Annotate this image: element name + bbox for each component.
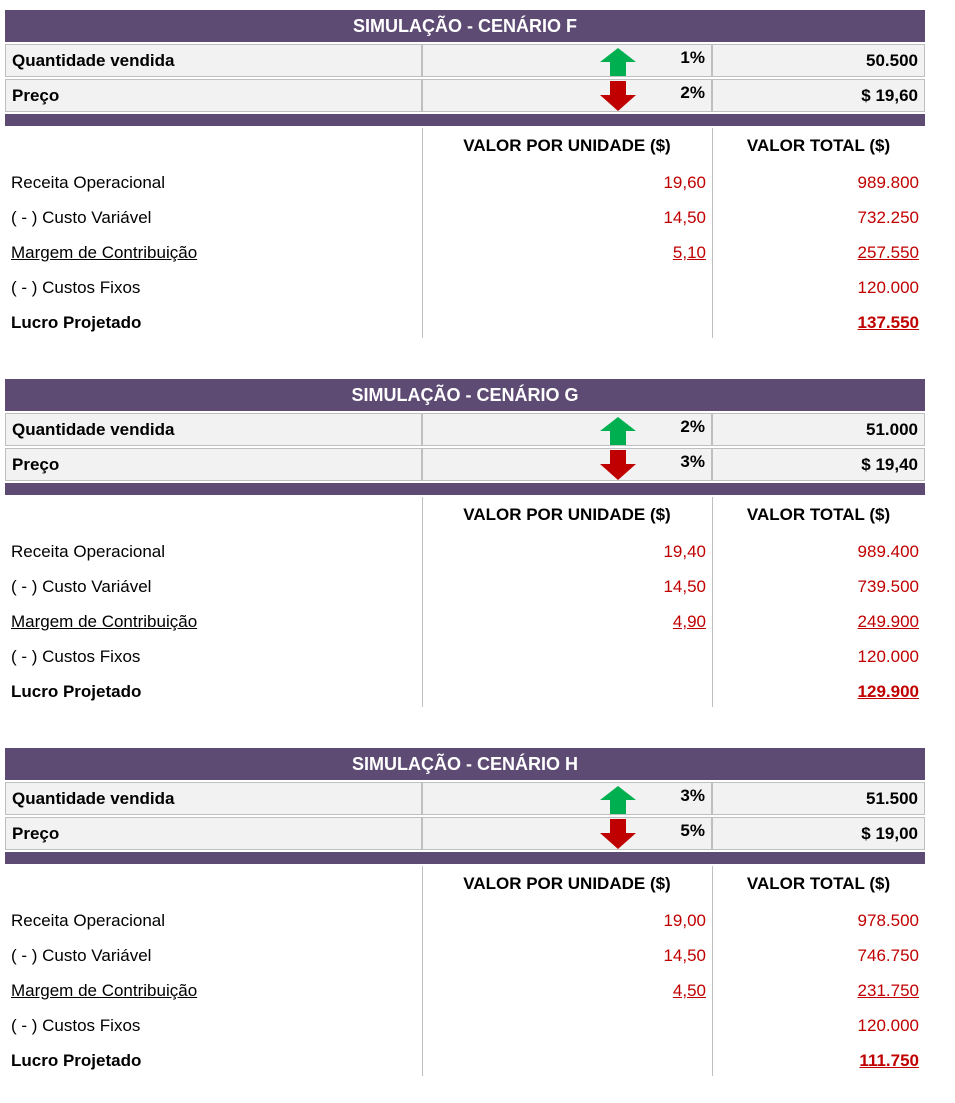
- unit-value: 19,60: [663, 173, 706, 192]
- input-change-cell: 3%: [422, 782, 712, 815]
- input-change: 2%: [680, 83, 705, 102]
- input-value: $ 19,40: [712, 448, 925, 481]
- change-arrow: [600, 81, 636, 111]
- column-divider: [422, 128, 423, 338]
- input-change-cell: 2%: [422, 413, 712, 446]
- unit-value: 19,40: [663, 542, 706, 561]
- line-label: Lucro Projetado: [11, 682, 142, 701]
- total-value: 129.900: [857, 682, 919, 701]
- line-label: Margem de Contribuição: [11, 612, 198, 631]
- input-label: Preço: [5, 79, 422, 112]
- change-arrow: [600, 819, 636, 849]
- line-label: Margem de Contribuição: [11, 981, 198, 1000]
- total-value: 739.500: [857, 577, 919, 596]
- change-arrow: [600, 786, 636, 814]
- total-value: 978.500: [857, 911, 919, 930]
- input-value: 51.000: [712, 413, 925, 446]
- scenario-title: SIMULAÇÃO - CENÁRIO F: [5, 10, 925, 42]
- arrow-shape: [600, 48, 636, 76]
- column-header: VALOR POR UNIDADE ($): [463, 874, 671, 893]
- input-change-cell: 2%: [422, 79, 712, 112]
- input-value: 51.500: [712, 782, 925, 815]
- arrow-shape: [600, 786, 636, 814]
- column-divider: [422, 866, 423, 1076]
- line-label: ( - ) Custos Fixos: [11, 1016, 141, 1035]
- line-label: ( - ) Custo Variável: [11, 208, 152, 227]
- unit-value: 14,50: [663, 208, 706, 227]
- scenario-title: SIMULAÇÃO - CENÁRIO H: [5, 748, 925, 780]
- total-value: 732.250: [857, 208, 919, 227]
- unit-value: 14,50: [663, 577, 706, 596]
- total-value: 231.750: [857, 981, 919, 1000]
- input-label: Quantidade vendida: [5, 44, 422, 77]
- arrow-shape: [600, 417, 636, 445]
- input-value: 50.500: [712, 44, 925, 77]
- arrow-shape: [600, 81, 636, 111]
- column-divider: [712, 497, 713, 707]
- unit-value: 5,10: [672, 243, 706, 262]
- input-label: Quantidade vendida: [5, 413, 422, 446]
- unit-value: 4,90: [672, 612, 706, 631]
- total-value: 249.900: [857, 612, 919, 631]
- total-value: 989.800: [857, 173, 919, 192]
- arrow-shape: [600, 819, 636, 849]
- change-arrow: [600, 48, 636, 76]
- input-change-cell: 1%: [422, 44, 712, 77]
- column-header: VALOR POR UNIDADE ($): [463, 505, 671, 524]
- total-value: 120.000: [857, 278, 919, 297]
- line-label: ( - ) Custos Fixos: [11, 278, 141, 297]
- unit-value: 19,00: [663, 911, 706, 930]
- total-value: 111.750: [859, 1051, 919, 1070]
- input-label: Preço: [5, 448, 422, 481]
- line-label: Receita Operacional: [11, 542, 166, 561]
- total-value: 989.400: [857, 542, 919, 561]
- line-label: Receita Operacional: [11, 173, 166, 192]
- input-label: Quantidade vendida: [5, 782, 422, 815]
- column-divider: [712, 128, 713, 338]
- column-header: VALOR POR UNIDADE ($): [463, 136, 671, 155]
- input-change-cell: 3%: [422, 448, 712, 481]
- unit-value: 14,50: [663, 946, 706, 965]
- input-change: 5%: [680, 821, 705, 840]
- column-divider: [422, 497, 423, 707]
- total-value: 257.550: [857, 243, 919, 262]
- line-label: ( - ) Custo Variável: [11, 577, 152, 596]
- input-change: 3%: [680, 452, 705, 471]
- input-change: 1%: [680, 48, 705, 67]
- change-arrow: [600, 417, 636, 445]
- total-value: 746.750: [857, 946, 919, 965]
- line-label: Lucro Projetado: [11, 313, 142, 332]
- arrow-shape: [600, 450, 636, 480]
- line-label: Receita Operacional: [11, 911, 166, 930]
- line-label: ( - ) Custo Variável: [11, 946, 152, 965]
- line-label: Margem de Contribuição: [11, 243, 198, 262]
- column-header: VALOR TOTAL ($): [746, 874, 891, 893]
- input-label: Preço: [5, 817, 422, 850]
- input-change: 3%: [680, 786, 705, 805]
- line-label: ( - ) Custos Fixos: [11, 647, 141, 666]
- total-value: 137.550: [857, 313, 919, 332]
- column-divider: [712, 866, 713, 1076]
- separator-bar: [5, 114, 925, 126]
- separator-bar: [5, 483, 925, 495]
- line-label: Lucro Projetado: [11, 1051, 142, 1070]
- input-value: $ 19,00: [712, 817, 925, 850]
- scenario-title: SIMULAÇÃO - CENÁRIO G: [5, 379, 925, 411]
- separator-bar: [5, 852, 925, 864]
- total-value: 120.000: [857, 1016, 919, 1035]
- change-arrow: [600, 450, 636, 480]
- input-value: $ 19,60: [712, 79, 925, 112]
- unit-value: 4,50: [672, 981, 706, 1000]
- column-header: VALOR TOTAL ($): [746, 136, 891, 155]
- input-change-cell: 5%: [422, 817, 712, 850]
- total-value: 120.000: [857, 647, 919, 666]
- column-header: VALOR TOTAL ($): [746, 505, 891, 524]
- input-change: 2%: [680, 417, 705, 436]
